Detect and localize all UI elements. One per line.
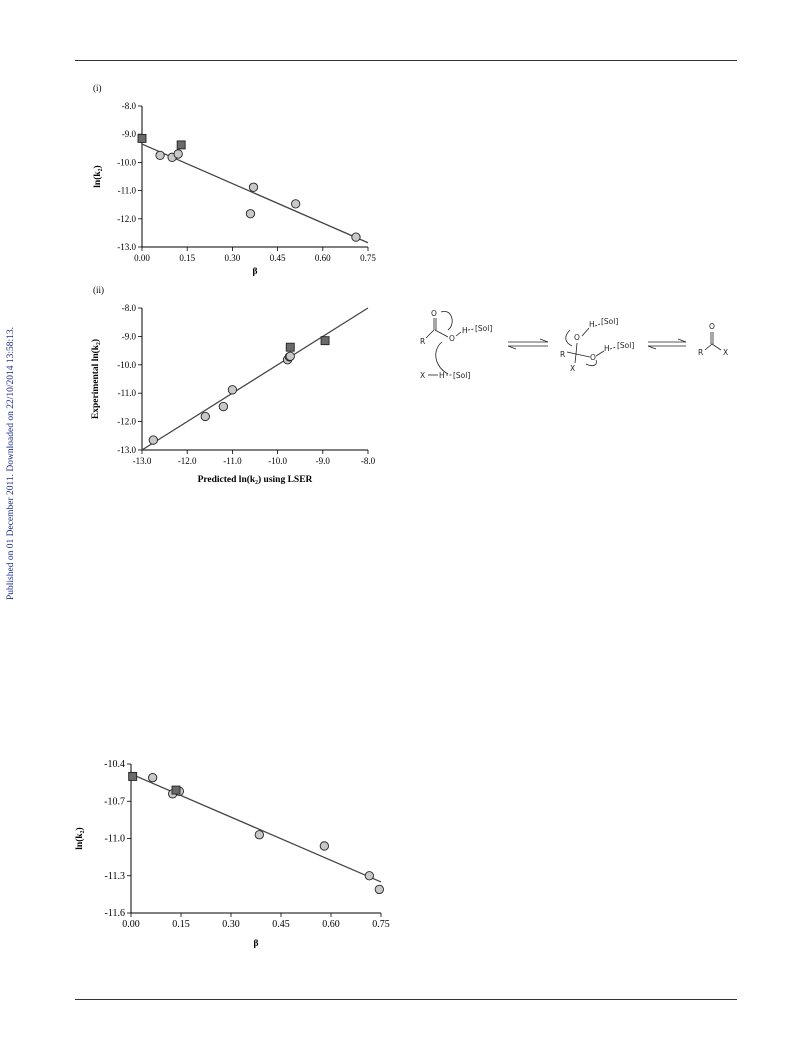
chart-1-circle-point <box>285 351 295 361</box>
chart-2-x-tick-label: 0.60 <box>322 919 340 930</box>
top-rule <box>75 60 737 61</box>
chart-1-y-tick-label: -12.0 <box>117 417 136 427</box>
chart-0-x-tick-label: 0.30 <box>225 253 241 263</box>
chart-0-y-tick-label: -12.0 <box>117 214 136 224</box>
scheme-sol-int-right: [Sol] <box>617 341 634 350</box>
chart-0-y-tick-label: -9.0 <box>122 129 137 139</box>
chart-2-x-tick-label: 0.75 <box>372 919 390 930</box>
chart-0-y-label: ln(k₂) <box>92 165 103 187</box>
chart-1-trendline <box>141 307 369 451</box>
chart-0-y-tick-label: -10.0 <box>117 157 136 167</box>
chart-1-y-tick-label: -13.0 <box>117 445 136 455</box>
chart-2-circle-point <box>364 871 374 881</box>
chart-0-circle-point <box>351 232 361 242</box>
chart-2-circle-point <box>319 841 329 851</box>
scheme-h: H <box>462 326 468 335</box>
scheme-h-int-top: H <box>589 320 595 329</box>
scheme-xh-h: H <box>439 371 445 380</box>
chart-2-x-tick-label: 0.30 <box>222 919 240 930</box>
chart-1-x-tick-label: -12.0 <box>178 456 197 466</box>
chart-0-y-tick-label: -13.0 <box>117 242 136 252</box>
chart-2-y-label: ln(k₂) <box>74 827 85 849</box>
chart-0-circle-point <box>245 209 256 219</box>
scheme-xh-x: X <box>420 371 425 380</box>
scheme-h-int-right: H <box>604 344 610 353</box>
scheme-r-int: R <box>560 350 565 359</box>
chart-1-x-label: Predicted ln(k₂) using LSER <box>198 474 313 485</box>
chart-2-x-tick-label: 0.00 <box>122 919 140 930</box>
scheme-r: R <box>420 337 425 346</box>
chart-1-x-tick-label: -11.0 <box>223 456 242 466</box>
chart-2-square-point <box>128 771 138 781</box>
chart-1-square-point <box>285 342 295 352</box>
chart-2-y-tick-label: -10.4 <box>104 759 125 770</box>
chart-0-x-tick-label: 0.75 <box>360 253 376 263</box>
chart-0-x-tick-label: 0.45 <box>270 253 286 263</box>
chart-2-circle-point <box>148 773 158 783</box>
chart-1-circle-point <box>218 401 229 412</box>
chart-2-x-tick-label: 0.15 <box>172 919 190 930</box>
chart-1-circle-point <box>227 385 238 395</box>
chart-1-y-label: Experimental ln(k₂) <box>90 339 101 419</box>
chart-0-y-tick-label: -11.0 <box>118 186 137 196</box>
chart-1-square-point <box>320 336 330 346</box>
panel-label-i: (i) <box>93 83 102 93</box>
bottom-rule <box>75 999 737 1000</box>
chart-1-x-tick-label: -8.0 <box>361 456 376 466</box>
chart-2-x-tick-label: 0.45 <box>272 919 290 930</box>
scheme-sol-int-top: [Sol] <box>601 317 618 326</box>
chart-1-circle-point <box>148 435 158 445</box>
chart-2-y-tick-label: -11.6 <box>105 908 125 919</box>
chart-2-circle-point <box>374 884 384 895</box>
scheme-x-int: X <box>570 364 575 373</box>
chart-0-x-label: β <box>252 267 257 277</box>
chart-1-y-tick-label: -8.0 <box>122 303 137 313</box>
chart-1-x-tick-label: -13.0 <box>133 456 152 466</box>
chart-2-trendline <box>130 773 382 883</box>
panel-label-ii: (ii) <box>93 285 104 295</box>
chart-1-y-tick-label: -11.0 <box>118 388 137 398</box>
scheme-r-prod: R <box>698 348 703 357</box>
chart-2-y-tick-label: -11.3 <box>105 871 125 882</box>
scheme-sol: [Sol] <box>475 324 492 333</box>
chart-2-y-tick-label: -11.0 <box>105 834 125 845</box>
chart-1-y-tick-label: -9.0 <box>122 331 137 341</box>
scheme-x-prod: X <box>723 348 728 357</box>
chart-2-x-label: β <box>253 939 258 949</box>
chart-0-circle-point <box>248 182 259 192</box>
chart-0-circle-point <box>291 199 301 209</box>
chart-2-y-tick-label: -10.7 <box>104 796 125 807</box>
scheme-o-prod: O <box>709 322 715 331</box>
chart-0-square-point <box>137 133 147 143</box>
chart-2-square-point <box>171 785 181 795</box>
chart-1-y-tick-label: -10.0 <box>117 360 136 370</box>
chart-2-circle-point <box>254 830 264 840</box>
chart-1-x-tick-label: -9.0 <box>316 456 331 466</box>
chart-0-trendline <box>141 143 369 244</box>
scheme-o-top: O <box>431 309 437 318</box>
chart-0-circle-point <box>155 150 165 161</box>
chart-0-circle-point <box>173 149 183 159</box>
scheme-o-acid: O <box>449 334 455 343</box>
chart-0-y-tick-label: -8.0 <box>122 101 137 111</box>
chart-0-x-tick-label: 0.15 <box>179 253 195 263</box>
reaction-scheme: O R O H [Sol] X H [Sol] O H [Sol] R X O … <box>420 309 728 380</box>
scheme-o-int-top: O <box>574 333 580 342</box>
chart-1-x-tick-label: -10.0 <box>268 456 287 466</box>
scheme-xh-sol: [Sol] <box>453 371 470 380</box>
chart-0-x-tick-label: 0.00 <box>134 253 150 263</box>
chart-0-square-point <box>176 140 186 150</box>
scheme-o-int-right: O <box>590 353 596 362</box>
chart-1-circle-point <box>200 411 210 422</box>
chart-0-x-tick-label: 0.60 <box>315 253 331 263</box>
